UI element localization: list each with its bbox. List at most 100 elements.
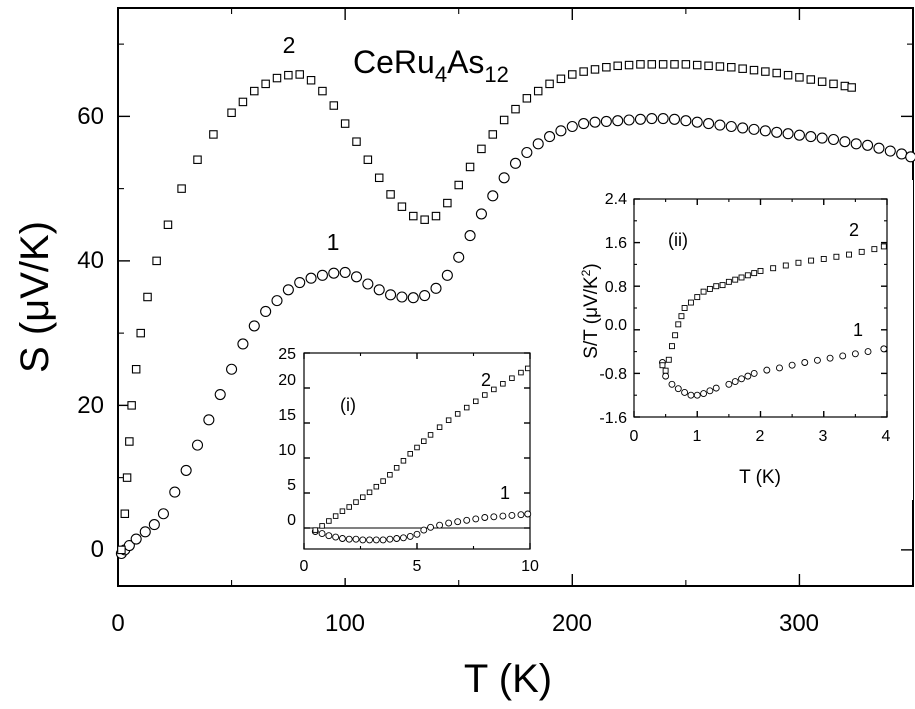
data-point-square xyxy=(127,401,136,410)
data-point-square xyxy=(738,64,747,73)
data-point-square xyxy=(122,473,132,482)
data-point-circle xyxy=(328,267,340,279)
data-point-square xyxy=(880,243,887,250)
data-point-circle xyxy=(623,114,635,126)
data-point-circle xyxy=(657,112,669,125)
data-point-square xyxy=(120,509,130,518)
inset-ii-x-tick-label: 4 xyxy=(882,428,891,445)
data-point-square xyxy=(352,137,361,146)
main-y-tick-label: 40 xyxy=(77,247,104,274)
data-point-square xyxy=(319,523,325,529)
inset-ii-y-title-base: S/T (μV/K xyxy=(581,276,602,359)
data-point-square xyxy=(568,70,577,79)
inset-i-y-tick-label: 20 xyxy=(278,372,296,389)
inset-ii-plot: 0 1 2 3 4 -1.6 -0.8 0.0 0.8 1.6 2.4 T (K… xyxy=(579,180,913,500)
data-point-circle xyxy=(748,123,760,135)
data-point-square xyxy=(393,465,400,471)
data-point-circle xyxy=(441,269,453,281)
data-point-square xyxy=(360,494,366,500)
data-point-circle xyxy=(318,530,326,538)
data-point-circle xyxy=(406,532,414,540)
data-point-square xyxy=(511,104,520,114)
data-point-circle xyxy=(472,515,480,523)
data-point-circle xyxy=(203,414,215,426)
data-point-square xyxy=(659,362,666,369)
data-point-square xyxy=(261,79,270,89)
data-point-square xyxy=(454,411,461,417)
data-point-square xyxy=(806,75,816,84)
data-point-square xyxy=(238,97,248,107)
data-point-square xyxy=(250,86,259,96)
data-point-circle xyxy=(399,534,407,542)
data-point-square xyxy=(829,79,838,89)
inset-ii-panel-label: (ii) xyxy=(668,230,688,250)
data-point-circle xyxy=(148,519,160,531)
data-point-square xyxy=(522,94,532,103)
data-point-circle xyxy=(517,511,525,519)
data-point-circle xyxy=(693,391,701,399)
data-point-square xyxy=(556,74,566,84)
data-point-circle xyxy=(427,523,435,531)
inset-ii-curve-label-1: 1 xyxy=(853,320,863,340)
data-point-square xyxy=(662,367,669,374)
inset-i-curve-label-1: 1 xyxy=(500,483,510,503)
data-point-square xyxy=(636,60,645,69)
data-point-circle xyxy=(226,363,238,375)
data-point-circle xyxy=(668,113,681,125)
data-point-circle xyxy=(687,391,695,399)
data-point-circle xyxy=(362,278,374,290)
data-point-square xyxy=(209,130,218,139)
data-point-circle xyxy=(214,388,226,401)
data-point-circle xyxy=(463,516,471,524)
data-point-circle xyxy=(706,387,714,395)
data-point-circle xyxy=(481,514,489,521)
data-point-circle xyxy=(839,352,847,360)
data-point-circle xyxy=(332,533,340,541)
data-point-circle xyxy=(282,284,294,296)
main-x-tick-label: 300 xyxy=(779,610,819,637)
data-point-square xyxy=(833,253,840,260)
data-point-circle xyxy=(436,521,444,529)
data-point-circle xyxy=(359,536,367,544)
data-point-square xyxy=(463,404,470,411)
data-point-square xyxy=(795,259,802,266)
data-point-circle xyxy=(680,115,692,127)
data-point-circle xyxy=(271,295,283,307)
data-point-circle xyxy=(826,354,834,362)
compound-sub-1: 4 xyxy=(435,62,447,87)
data-point-square xyxy=(647,60,657,69)
data-point-circle xyxy=(338,535,346,542)
data-point-circle xyxy=(509,157,522,169)
data-point-circle xyxy=(763,366,771,374)
data-point-circle xyxy=(634,113,646,125)
data-point-square xyxy=(700,288,707,295)
inset-ii-x-tick-label: 3 xyxy=(819,428,828,445)
data-point-square xyxy=(177,184,186,193)
data-point-circle xyxy=(691,116,703,128)
data-point-circle xyxy=(490,513,498,521)
inset-i-curve-label-2: 2 xyxy=(481,370,491,390)
data-point-circle xyxy=(674,385,682,393)
data-point-square xyxy=(380,478,386,484)
data-point-circle xyxy=(407,292,419,304)
data-point-circle xyxy=(578,118,590,130)
data-point-square xyxy=(125,437,134,446)
data-point-circle xyxy=(508,511,516,519)
data-point-square xyxy=(751,270,758,277)
series-1 xyxy=(115,112,915,560)
data-point-square xyxy=(545,79,554,89)
data-point-circle xyxy=(750,369,758,377)
inset-i-y-tick-label: 25 xyxy=(278,346,296,363)
data-point-circle xyxy=(589,116,601,128)
data-point-square xyxy=(761,67,770,76)
data-point-square xyxy=(346,504,352,510)
data-point-circle xyxy=(612,115,624,127)
data-point-square xyxy=(602,62,611,72)
data-point-circle xyxy=(386,535,394,543)
data-point-square xyxy=(374,173,384,183)
data-point-circle xyxy=(352,535,360,543)
data-point-circle xyxy=(393,535,401,542)
series-2 xyxy=(117,60,856,555)
data-point-square xyxy=(409,211,418,221)
data-point-circle xyxy=(373,284,385,296)
